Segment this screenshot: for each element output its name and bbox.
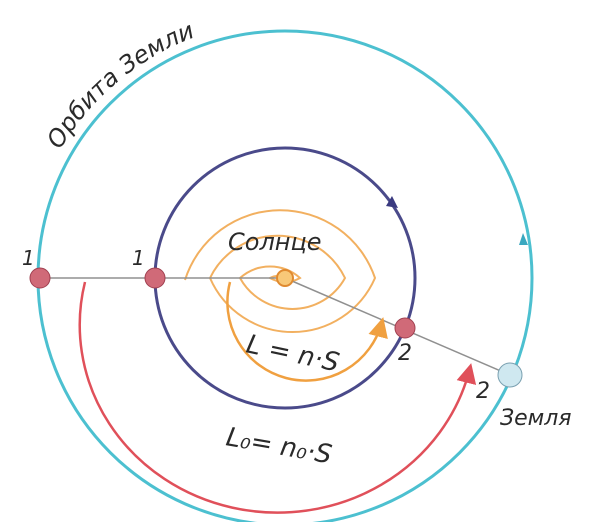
- outer-formula: L₀= n₀·S: [224, 422, 334, 470]
- sun: [277, 270, 293, 286]
- planet-inner-1: [145, 268, 165, 288]
- orbit-arrow: [519, 233, 528, 245]
- label-2-outer: 2: [476, 379, 490, 404]
- orbit-label: Орбита Земли: [41, 16, 198, 153]
- label-2-inner: 2: [398, 341, 412, 366]
- earth-label: Земля: [500, 406, 572, 431]
- orbit-label-path: Орбита Земли: [41, 16, 198, 153]
- diagram: Орбита Земли 1 1 Солнце 2 2 Земля L = n·…: [0, 0, 603, 522]
- inner-formula: L = n·S: [244, 330, 342, 379]
- earth: [498, 363, 522, 387]
- planet-outer-1: [30, 268, 50, 288]
- planet-inner-2: [395, 318, 415, 338]
- label-1-inner: 1: [132, 246, 145, 270]
- sun-label: Солнце: [228, 228, 322, 256]
- label-1-outer: 1: [22, 246, 35, 270]
